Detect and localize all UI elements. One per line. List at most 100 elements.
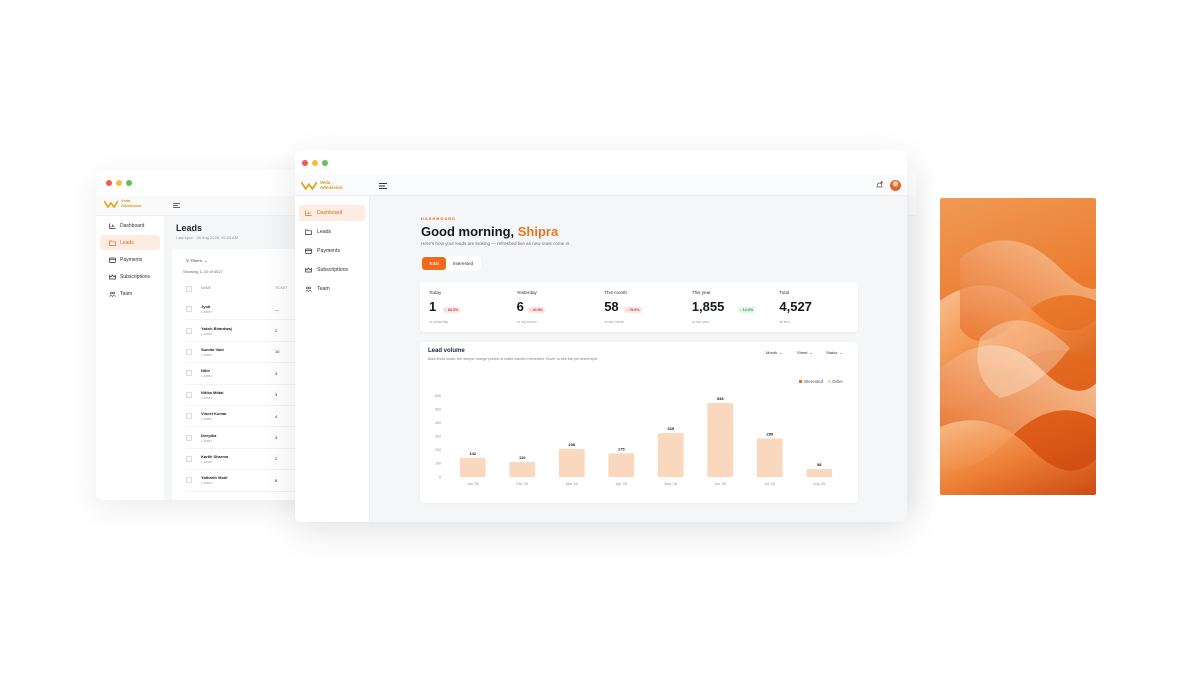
stat-value: 1,855	[691, 299, 725, 314]
lead-id: L-28953	[201, 395, 213, 400]
bar-value-label: 325	[667, 426, 674, 431]
month-select[interactable]: Month ⌄	[766, 350, 783, 355]
y-tick-label: 400	[435, 421, 441, 425]
sidebar-item-leads[interactable]: Leads	[299, 224, 365, 240]
sidebar-item-team[interactable]: Team	[100, 286, 160, 301]
maximize-dot[interactable]	[126, 180, 132, 186]
chart-legend: Interested Other	[799, 379, 843, 384]
stat-compare: vs day before	[516, 320, 537, 324]
user-name: Shipra	[517, 224, 559, 239]
sidebar-item-label: Dashboard	[120, 222, 145, 229]
stat-total: Total 4,527 all time	[770, 282, 858, 332]
sidebar-item-team[interactable]: Team	[299, 281, 365, 297]
avatar[interactable]	[890, 180, 901, 191]
close-dot[interactable]	[106, 180, 112, 186]
lead-name: Kartik Sharma L-28950	[201, 454, 275, 464]
logo-text: Veda Admission	[121, 198, 142, 208]
row-checkbox[interactable]	[186, 413, 192, 420]
sidebar: Dashboard Leads Payments Subscriptions Team	[295, 196, 370, 522]
sidebar-item-payments[interactable]: Payments	[100, 252, 160, 267]
menu-icon[interactable]	[379, 183, 387, 189]
dashboard-main: DASHBOARD Good morning, Shipra Here's ho…	[370, 196, 907, 522]
maximize-dot[interactable]	[322, 159, 328, 166]
table-row[interactable]: Yatharth Modi L-28949 8	[186, 470, 296, 492]
sidebar-item-label: Subscriptions	[120, 273, 151, 280]
legend-other[interactable]: Other	[828, 379, 843, 384]
x-tick-label: Aug '26	[813, 482, 825, 486]
bar[interactable]	[756, 438, 783, 477]
bar[interactable]	[657, 433, 684, 477]
bell-icon[interactable]	[876, 181, 883, 189]
sidebar-item-leads[interactable]: Leads	[100, 235, 160, 250]
row-checkbox[interactable]	[186, 306, 192, 313]
lead-name-text: Yaksh Bhardwaj	[201, 325, 232, 331]
ticket-count: 3	[275, 435, 278, 441]
table-row[interactable]: Yaksh Bhardwaj L-28956 2	[186, 320, 296, 342]
bar[interactable]	[459, 457, 486, 477]
lead-id: L-28951	[201, 438, 213, 443]
sidebar-item-subscriptions[interactable]: Subscriptions	[100, 269, 160, 284]
toggle-interested[interactable]: Interested	[452, 261, 474, 266]
sheet-select[interactable]: Sheet ⌄	[797, 350, 813, 355]
lead-id: L-28954	[201, 374, 213, 379]
minimize-dot[interactable]	[116, 180, 122, 186]
decorative-abstract-art	[940, 198, 1096, 495]
row-checkbox[interactable]	[186, 327, 192, 334]
sidebar-item-dashboard[interactable]: Dashboard	[100, 218, 160, 233]
bar[interactable]	[707, 403, 734, 477]
bar[interactable]	[806, 469, 833, 477]
select-all-checkbox[interactable]	[186, 286, 192, 292]
lead-name: Deepika L-28951	[201, 433, 275, 443]
legend-interested[interactable]: Interested	[799, 379, 823, 384]
team-icon	[109, 291, 116, 297]
logo[interactable]: Veda Admission	[104, 198, 142, 208]
sidebar-item-payments[interactable]: Payments	[299, 243, 365, 259]
minimize-dot[interactable]	[312, 159, 318, 166]
x-tick-label: Apr '26	[616, 482, 627, 486]
lead-name: Yaksh Bhardwaj L-28956	[201, 326, 275, 336]
page-title: Leads	[176, 223, 203, 233]
toggle-total[interactable]: Total	[422, 257, 446, 270]
sidebar-item-label: Subscriptions	[317, 267, 349, 273]
table-row[interactable]: Nitin L-28954 3	[186, 363, 296, 385]
lead-name: Vineet Kumar L-28952	[201, 411, 275, 421]
sidebar-item-subscriptions[interactable]: Subscriptions	[299, 262, 365, 278]
ticket-count: 10	[275, 349, 280, 355]
table-row[interactable]: Kartik Sharma L-28950 2	[186, 449, 296, 471]
stats-card: Today 1 ↓ 83.3% vs yesterday Yesterday 6 ↓ 20.…	[420, 282, 858, 332]
close-dot[interactable]	[302, 159, 308, 166]
ticket-count: 2	[275, 456, 278, 462]
chart-icon	[109, 223, 116, 229]
status-select[interactable]: Status ⌄	[826, 350, 843, 355]
row-checkbox[interactable]	[186, 434, 192, 441]
row-checkbox[interactable]	[186, 455, 192, 462]
stat-compare: vs last month	[604, 320, 625, 324]
table-row[interactable]: Nitika Mittal L-28953 3	[186, 385, 296, 406]
bar[interactable]	[509, 462, 536, 477]
table-row[interactable]: Vineet Kumar L-28952 4	[186, 406, 296, 428]
table-row[interactable]: Jyoti L-28957—	[186, 299, 296, 321]
row-checkbox[interactable]	[186, 477, 192, 484]
row-checkbox[interactable]	[186, 391, 192, 398]
team-icon	[305, 286, 312, 292]
sidebar-item-dashboard[interactable]: Dashboard	[299, 205, 365, 221]
stat-label: Today	[429, 290, 442, 295]
menu-icon[interactable]	[173, 203, 180, 208]
card-icon	[109, 257, 116, 263]
logo[interactable]: Veda Admission	[301, 180, 342, 190]
table-row[interactable]: Sumita Vaid L-28955 10	[186, 342, 296, 364]
row-checkbox[interactable]	[186, 370, 192, 377]
window-chrome	[295, 150, 907, 175]
lead-name-text: Sumita Vaid	[201, 346, 224, 352]
bar[interactable]	[608, 453, 635, 477]
chart-icon	[305, 210, 312, 216]
dashboard-subtitle: Here's how your leads are looking — refr…	[421, 241, 571, 246]
stat-value: 4,527	[779, 299, 812, 314]
row-checkbox[interactable]	[186, 348, 192, 355]
greeting-prefix: Good morning,	[421, 224, 518, 239]
folder-icon	[305, 229, 312, 235]
bar[interactable]	[558, 448, 585, 477]
table-row[interactable]: Deepika L-28951 3	[186, 427, 296, 449]
filters-button[interactable]: ⚲ Filters ⌄	[186, 258, 208, 263]
